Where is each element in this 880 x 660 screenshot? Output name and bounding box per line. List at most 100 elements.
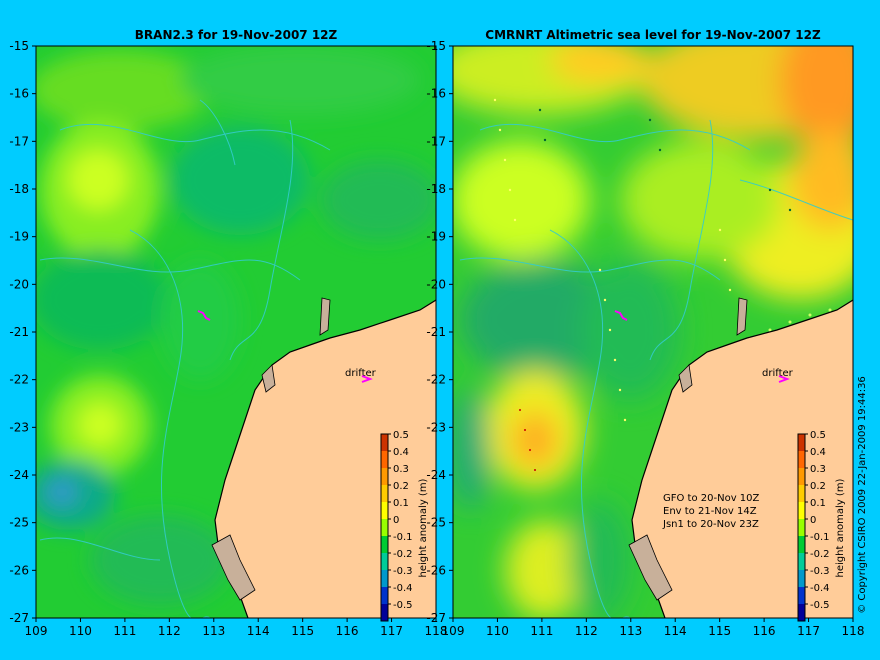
colorbar-segment — [798, 519, 805, 536]
lon-tick-label: 110 — [69, 624, 92, 638]
colorbar-tick-label: 0.1 — [810, 498, 826, 509]
lat-tick-label: -19 — [426, 230, 446, 244]
lon-tick-label: 115 — [708, 624, 731, 638]
colorbar-tick-label: -0.3 — [810, 566, 830, 577]
lat-tick-label: -21 — [426, 325, 446, 339]
panel-cmrnrt: CMRNRT Altimetric sea level for 19-Nov-2… — [426, 28, 865, 638]
lat-tick-label: -16 — [426, 87, 446, 101]
sea-level-field — [453, 46, 853, 618]
colorbar-segment — [798, 434, 805, 451]
longitude-axis: 109 110 111 112 113 114 115 116 117 118 — [442, 618, 865, 638]
pass-note: Jsn1 to 20-Nov 23Z — [662, 519, 759, 530]
colorbar-segment — [798, 587, 805, 604]
colorbar-tick-label: -0.3 — [393, 566, 413, 577]
lat-tick-label: -22 — [9, 373, 29, 387]
colorbar-segment — [381, 604, 388, 621]
lat-tick-label: -26 — [9, 563, 29, 577]
colorbar-tick-label: 0.5 — [393, 430, 409, 441]
colorbar: 0.5 0.4 0.3 0.2 0.1 0 -0.1 -0.2 -0.3 -0.4 -0.5 — [797, 430, 830, 622]
colorbar-tick-label: -0.5 — [393, 600, 413, 611]
lon-tick-label: 113 — [202, 624, 225, 638]
latitude-axis: -15 -16 -17 -18 -19 -20 -21 -22 -23 -24 -25 -26 -27 — [426, 39, 453, 625]
pass-note: Env to 21-Nov 14Z — [663, 506, 757, 517]
lon-tick-label: 112 — [158, 624, 181, 638]
lat-tick-label: -18 — [426, 182, 446, 196]
panel-title: BRAN2.3 for 19-Nov-2007 12Z — [135, 28, 338, 42]
colorbar-frame — [797, 433, 806, 622]
lat-tick-label: -15 — [426, 39, 446, 53]
lat-tick-label: -20 — [426, 277, 446, 291]
lon-tick-label: 111 — [530, 624, 553, 638]
contour-lines — [459, 119, 853, 618]
lon-tick-label: 118 — [842, 624, 865, 638]
colorbar-frame — [380, 433, 389, 622]
lat-tick-label: -20 — [9, 277, 29, 291]
panel-title: CMRNRT Altimetric sea level for 19-Nov-2… — [485, 28, 821, 42]
sea-level-field — [36, 46, 436, 618]
colorbar-tick-label: 0.2 — [393, 481, 409, 492]
colorbar-segment — [798, 553, 805, 570]
lat-tick-label: -21 — [9, 325, 29, 339]
colorbar-tick-label: 0.3 — [393, 464, 409, 475]
lon-tick-label: 109 — [442, 624, 465, 638]
colorbar-tick-label: 0.1 — [393, 498, 409, 509]
colorbar-label: height anomaly (m) — [418, 478, 429, 577]
colorbar-segment — [798, 468, 805, 485]
lat-tick-label: -18 — [9, 182, 29, 196]
colorbar-tick-label: -0.1 — [810, 532, 830, 543]
lat-tick-label: -23 — [426, 420, 446, 434]
colorbar-segment — [798, 451, 805, 468]
lon-tick-label: 109 — [25, 624, 48, 638]
colorbar-segment — [798, 485, 805, 502]
lon-tick-label: 118 — [425, 624, 448, 638]
pass-note: GFO to 20-Nov 10Z — [663, 493, 760, 504]
drifter-track — [197, 310, 211, 321]
lon-tick-label: 117 — [380, 624, 403, 638]
colorbar-segment — [798, 570, 805, 587]
colorbar-segment — [798, 536, 805, 553]
colorbar-tick-label: 0.4 — [810, 447, 826, 458]
colorbar: 0.5 0.4 0.3 0.2 0.1 0 -0.1 -0.2 -0.3 -0.4 -0.5 — [380, 430, 413, 622]
lat-tick-label: -26 — [426, 563, 446, 577]
lat-tick-label: -27 — [9, 611, 29, 625]
colorbar-tick-label: 0.5 — [810, 430, 826, 441]
drifter-arrow-icon — [361, 375, 373, 383]
drifter-label: drifter — [345, 368, 377, 379]
lon-tick-label: 115 — [291, 624, 314, 638]
colorbar-tick-label: -0.2 — [393, 549, 413, 560]
lon-tick-label: 113 — [619, 624, 642, 638]
colorbar-tick-label: 0 — [810, 515, 816, 526]
lat-tick-label: -25 — [426, 516, 446, 530]
pass-notes: GFO to 20-Nov 10Z Env to 21-Nov 14Z Jsn1… — [662, 493, 760, 530]
latitude-axis: -15 -16 -17 -18 -19 -20 -21 -22 -23 -24 -25 -26 -27 — [9, 39, 36, 625]
lat-tick-label: -22 — [426, 373, 446, 387]
contour-lines — [39, 99, 331, 618]
colorbar-tick-label: 0.2 — [810, 481, 826, 492]
drifter-track — [614, 310, 628, 321]
colorbar-label: height anomaly (m) — [835, 478, 846, 577]
colorbar-segment — [381, 468, 388, 485]
lon-tick-label: 114 — [247, 624, 270, 638]
colorbar-tick-label: -0.5 — [810, 600, 830, 611]
drifter-arrow-icon — [778, 375, 790, 383]
colorbar-tick-label: -0.4 — [810, 583, 830, 594]
colorbar-segment — [798, 604, 805, 621]
panel-bran: BRAN2.3 for 19-Nov-2007 12Z — [9, 28, 447, 638]
lon-tick-label: 110 — [486, 624, 509, 638]
colorbar-segment — [381, 553, 388, 570]
lat-tick-label: -17 — [9, 134, 29, 148]
lat-tick-label: -23 — [9, 420, 29, 434]
longitude-axis: 109 110 111 112 113 114 115 116 117 118 — [25, 618, 448, 638]
lat-tick-label: -16 — [9, 87, 29, 101]
colorbar-segment — [381, 434, 388, 451]
colorbar-tick-label: 0 — [393, 515, 399, 526]
lat-tick-label: -19 — [9, 230, 29, 244]
colorbar-tick-label: -0.1 — [393, 532, 413, 543]
lat-tick-label: -24 — [426, 468, 446, 482]
colorbar-segment — [381, 451, 388, 468]
lat-tick-label: -24 — [9, 468, 29, 482]
lat-tick-label: -25 — [9, 516, 29, 530]
lon-tick-label: 116 — [753, 624, 776, 638]
colorbar-tick-label: 0.3 — [810, 464, 826, 475]
